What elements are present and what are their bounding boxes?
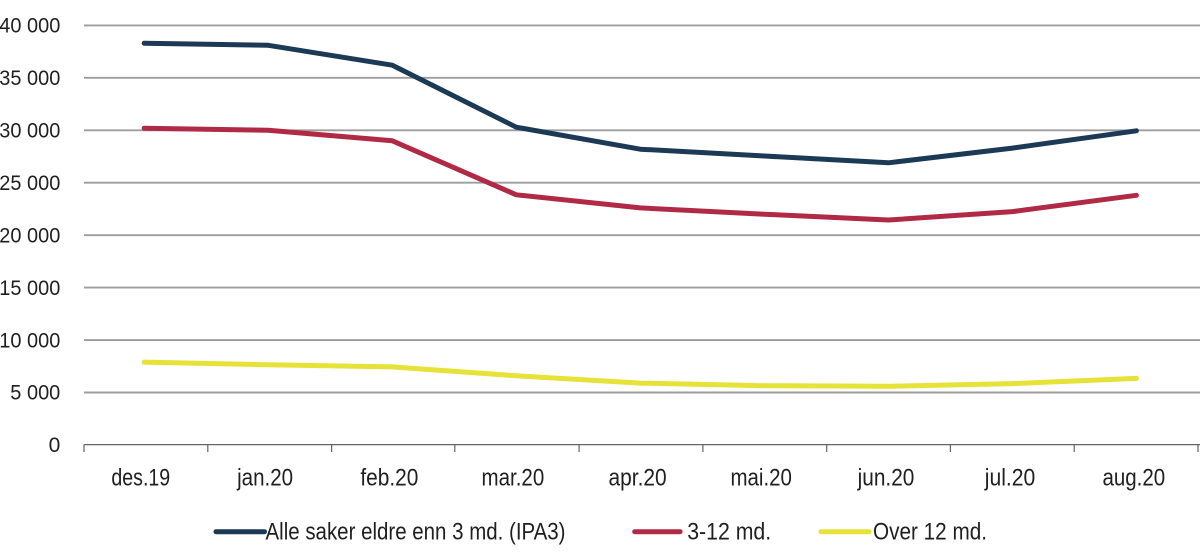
svg-text:0: 0 (49, 434, 61, 457)
svg-text:feb.20: feb.20 (360, 464, 418, 491)
svg-text:25 000: 25 000 (0, 172, 60, 195)
svg-text:35 000: 35 000 (0, 67, 60, 90)
svg-text:15 000: 15 000 (0, 277, 60, 300)
svg-text:apr.20: apr.20 (609, 464, 667, 491)
svg-text:jan.20: jan.20 (236, 464, 293, 491)
svg-text:jun.20: jun.20 (857, 464, 915, 491)
svg-text:5 000: 5 000 (10, 382, 60, 405)
svg-text:Alle saker eldre enn 3 md. (IP: Alle saker eldre enn 3 md. (IPA3) (266, 518, 566, 545)
svg-text:20 000: 20 000 (0, 224, 60, 247)
svg-text:40 000: 40 000 (0, 15, 60, 38)
svg-text:Over 12 md.: Over 12 md. (873, 518, 987, 545)
svg-text:10 000: 10 000 (0, 329, 60, 352)
svg-text:aug.20: aug.20 (1102, 464, 1165, 491)
svg-text:jul.20: jul.20 (984, 464, 1035, 491)
svg-text:mar.20: mar.20 (482, 464, 545, 491)
svg-text:3-12 md.: 3-12 md. (687, 518, 771, 545)
svg-text:des.19: des.19 (111, 464, 170, 491)
svg-text:mai.20: mai.20 (731, 464, 792, 491)
svg-text:30 000: 30 000 (0, 120, 60, 143)
